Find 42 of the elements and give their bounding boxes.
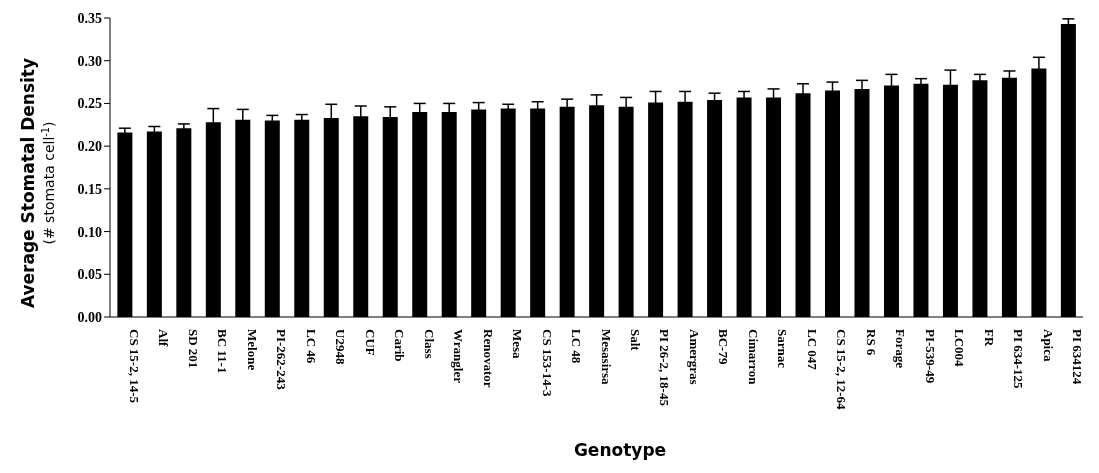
x-tick-label: Mesa — [510, 329, 526, 360]
y-tick-label: 0.15 — [77, 181, 102, 197]
x-tick-label: Class — [421, 329, 437, 359]
x-tick-label: PI 634-125 — [1011, 329, 1027, 390]
y-tick-label: 0.25 — [77, 96, 102, 112]
y-tick-label: 0.10 — [77, 224, 102, 240]
x-tick-label: Renovator — [480, 329, 496, 388]
x-tick-label: Forage — [893, 329, 909, 369]
x-tick-label: Apica — [1040, 329, 1056, 362]
x-tick-label: Melone — [244, 329, 260, 371]
x-tick-label: CS 15-2, 12-64 — [834, 329, 850, 411]
x-tick-label: CUF — [362, 329, 378, 356]
x-tick-label: PI-539-49 — [922, 329, 938, 384]
x-tick-label: Alf — [156, 329, 172, 347]
x-tick-label: LC004 — [952, 329, 968, 368]
y-tick-label: 0.30 — [77, 53, 102, 69]
x-tick-label: RS 6 — [863, 329, 879, 356]
x-tick-label: PI 634124 — [1070, 329, 1086, 385]
x-tick-label: Salt — [627, 329, 643, 352]
x-tick-label: Wrangler — [451, 329, 467, 384]
y-tick-label: 0.00 — [77, 309, 102, 325]
x-tick-label: LC 047 — [804, 329, 820, 371]
y-tick-label: 0.05 — [77, 267, 102, 283]
x-tick-label: LC 48 — [569, 329, 585, 364]
x-tick-label: U2948 — [333, 329, 349, 365]
x-tick-label: CS 15-2, 14-5 — [126, 329, 142, 404]
x-tick-label: LC 46 — [303, 329, 319, 364]
x-tick-label: Amergras — [686, 329, 702, 385]
x-tick-label: FR — [981, 329, 997, 347]
x-tick-label: BC 11-1 — [215, 329, 231, 374]
x-tick-label: BC-79 — [716, 329, 732, 365]
x-tick-label: PI-262-243 — [274, 329, 290, 391]
y-tick-label: 0.35 — [77, 10, 102, 26]
x-tick-label: CS 153-14-3 — [539, 329, 555, 398]
x-tick-label: Mesasirsa — [598, 329, 614, 386]
x-tick-label: SD 201 — [185, 329, 201, 369]
x-axis-title: Genotype — [573, 440, 667, 460]
y-tick-label: 0.20 — [77, 139, 102, 155]
x-tick-label: Sarnac — [775, 329, 791, 369]
x-tick-label: Carib — [392, 329, 408, 362]
x-tick-label: Cimarron — [745, 329, 761, 386]
x-tick-label: PI 26-2, 18-45 — [657, 329, 673, 407]
